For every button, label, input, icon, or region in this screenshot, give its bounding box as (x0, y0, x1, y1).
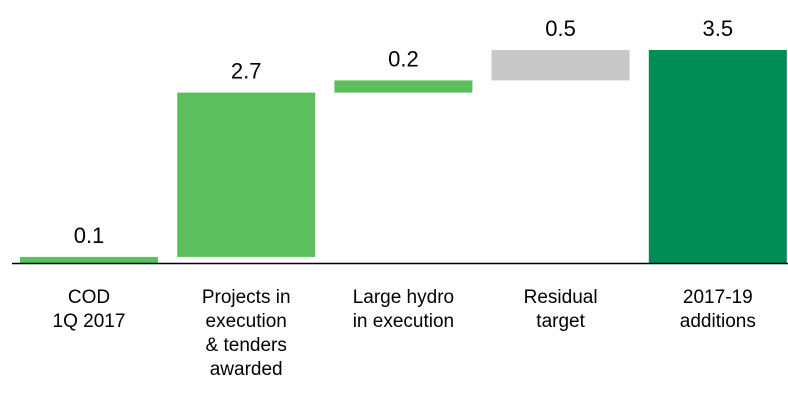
category-label: 2017-19 additions (679, 287, 756, 332)
value-label: 2.7 (231, 59, 262, 84)
value-label: 0.1 (74, 223, 105, 248)
value-label: 0.2 (388, 46, 419, 71)
bar (491, 50, 630, 81)
bar (334, 80, 473, 93)
bar (20, 256, 158, 263)
category-label: Large hydro in execution (352, 287, 455, 332)
category-label: Projects in execution & tenders awarded (201, 287, 291, 380)
category-label: COD 1Q 2017 (52, 287, 126, 332)
value-label: 3.5 (703, 16, 734, 41)
value-label: 0.5 (545, 16, 576, 41)
category-label: Residual target (523, 287, 598, 332)
bar (648, 50, 787, 263)
bar (177, 92, 316, 257)
